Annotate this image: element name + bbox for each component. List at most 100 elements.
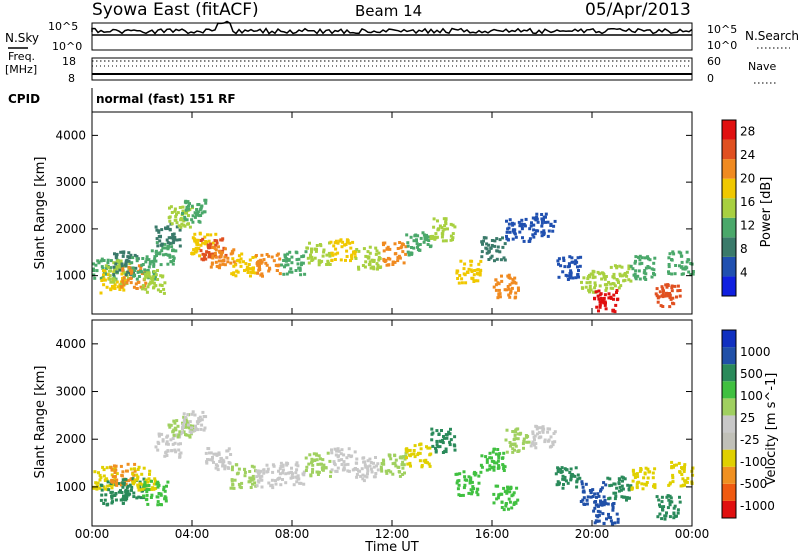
- power-cell-3-23: [124, 264, 128, 268]
- power-cell-21-37: [422, 240, 426, 244]
- velocity-cell-10-17: [230, 468, 234, 472]
- power-cell-32-38: [633, 275, 637, 279]
- velocity-cell-19-8: [467, 475, 471, 479]
- power-cell-2-1: [111, 277, 115, 281]
- velocity-cell-21-19: [510, 494, 514, 498]
- power-cell-32-34: [638, 258, 642, 262]
- power-cell-10-2: [193, 211, 197, 215]
- power-cell-4-24: [137, 280, 141, 284]
- velocity-cell-16-3: [391, 462, 395, 466]
- velocity-cell-14-37: [340, 448, 344, 452]
- velocity-cell-2-33: [126, 462, 130, 466]
- velocity-cell-1-33: [106, 502, 110, 506]
- power-cell-32-9: [644, 266, 648, 270]
- velocity-cell-12-31: [295, 468, 299, 472]
- power-cell-18-31: [339, 238, 343, 242]
- velocity-cell-20-13: [485, 458, 489, 462]
- velocity-cell-30-11: [679, 484, 683, 488]
- power-cell-27-27: [532, 235, 536, 239]
- power-cell-16-0: [283, 265, 286, 269]
- power-cell-28-11: [557, 257, 561, 261]
- power-cell-28-6: [568, 255, 572, 259]
- velocity-cell-16-17: [398, 470, 402, 474]
- power-cell-18-27: [334, 247, 338, 251]
- power-cell-14-12: [238, 260, 242, 264]
- power-cell-33-20: [663, 294, 667, 298]
- velocity-cell-30-37: [668, 482, 672, 486]
- velocity-cell-12-16: [289, 476, 293, 480]
- velocity-cell-11-28: [265, 463, 269, 467]
- velocity-cell-2-34: [114, 468, 118, 472]
- velocity-cell-1-35: [110, 494, 114, 498]
- power-cell-24-7: [487, 243, 491, 247]
- velocity-cell-13-17: [326, 451, 330, 455]
- power-cell-4-9: [121, 268, 125, 272]
- velocity-cell-8-4: [193, 429, 197, 433]
- power-cell-32-25: [642, 271, 646, 275]
- power-cell-0-34: [102, 259, 106, 262]
- power-cell-30-29: [598, 293, 602, 297]
- velocity-cell-22-37: [522, 446, 525, 450]
- velocity-cell-15-7: [376, 462, 380, 466]
- power-cell-17-36: [320, 259, 324, 263]
- power-cell-14-17: [248, 267, 252, 271]
- power-cell-30-23: [604, 307, 608, 311]
- power-cell-33-15: [665, 285, 669, 289]
- velocity-cell-17-30: [425, 445, 428, 449]
- velocity-cell-15-1: [375, 464, 378, 468]
- power-cell-22-27: [449, 222, 453, 226]
- velocity-cell-20-27: [497, 464, 501, 468]
- velocity-cell-10-14: [229, 486, 233, 490]
- velocity-cell-25-7: [583, 503, 587, 506]
- power-cell-5-6: [147, 265, 151, 269]
- velocity-cell-27-1: [614, 491, 618, 495]
- velocity-cell-8-5: [183, 420, 186, 424]
- power-cell-3-16: [119, 250, 123, 254]
- velocity-cell-24-26: [556, 470, 560, 474]
- power-cell-24-39: [487, 250, 491, 254]
- velocity-cell-6-37: [171, 437, 175, 440]
- power-cell-16-11: [289, 267, 293, 271]
- power-cell-3-4: [135, 255, 139, 259]
- velocity-cell-16-32: [402, 455, 406, 459]
- power-cell-33-6: [655, 294, 659, 298]
- velocity-cell-19-6: [470, 492, 474, 496]
- velocity-cell-3-39: [138, 480, 142, 484]
- velocity-cell-3-17: [121, 485, 125, 489]
- velocity-cell-13-22: [316, 462, 320, 466]
- velocity-cell-28-26: [636, 481, 640, 485]
- velocity-cell-26-8: [606, 502, 610, 506]
- power-cell-28-9: [574, 276, 578, 280]
- power-cell-10-16: [204, 201, 208, 205]
- power-cell-9-13: [181, 205, 185, 209]
- power-cell-7-29: [169, 260, 173, 264]
- velocity-cell-1-37: [102, 502, 106, 505]
- power-cell-12-39: [208, 253, 212, 257]
- velocity-cell-10-34: [249, 477, 253, 481]
- velocity-cell-11-10: [260, 478, 264, 482]
- power-cell-20-14: [396, 247, 400, 250]
- power-cell-21-12: [427, 235, 431, 239]
- velocity-cbar-band-6: [722, 398, 736, 416]
- power-cell-18-34: [345, 249, 349, 253]
- velocity-cell-4-19: [146, 480, 150, 484]
- power-cell-18-33: [333, 258, 337, 261]
- velocity-cell-19-21: [463, 478, 467, 482]
- power-cell-17-39: [326, 259, 330, 263]
- power-cell-13-25: [214, 248, 218, 252]
- velocity-cell-20-8: [497, 454, 501, 458]
- velocity-cell-18-14: [436, 445, 440, 449]
- velocity-cell-23-23: [546, 427, 550, 431]
- power-cell-9-11: [179, 225, 183, 229]
- power-cell-12-1: [207, 255, 211, 259]
- power-cell-30-27: [593, 296, 596, 300]
- power-cell-6-32: [156, 278, 160, 281]
- noise-tick-left-bottom: 10^0: [52, 40, 82, 53]
- velocity-cell-27-29: [627, 487, 631, 491]
- power-cell-15-7: [268, 266, 271, 270]
- velocity-cell-4-33: [152, 482, 156, 486]
- power-cell-2-33: [113, 270, 117, 274]
- velocity-cell-12-27: [296, 464, 300, 468]
- velocity-cell-26-12: [615, 512, 619, 516]
